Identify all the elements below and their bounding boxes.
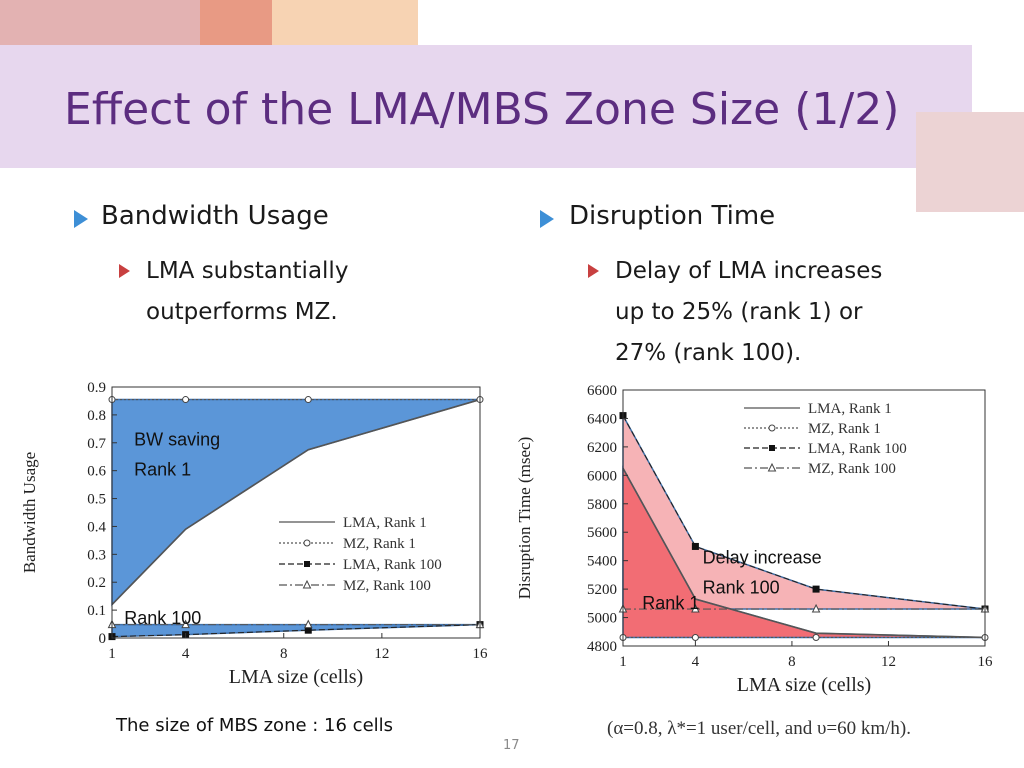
legend-label: MZ, Rank 1 bbox=[808, 421, 881, 437]
annotation-text-1: Rank 100 bbox=[703, 578, 780, 598]
data-point bbox=[691, 633, 699, 641]
y-tick-label: 0.6 bbox=[87, 464, 106, 480]
sub-bullet-marker-icon bbox=[119, 264, 130, 278]
bullet-label: Disruption Time bbox=[569, 201, 776, 231]
series-line-1 bbox=[622, 467, 986, 639]
data-point bbox=[304, 396, 312, 404]
data-point bbox=[181, 619, 190, 629]
annotation-text-1: Rank 1 bbox=[134, 460, 191, 480]
y-tick-label: 6400 bbox=[587, 411, 617, 427]
slide-number: 17 bbox=[503, 738, 520, 753]
data-point bbox=[182, 396, 190, 404]
disruption-time-chart: 1 4 8 12 16 4800 5000 5200 5400 5600 5800 6000 6200 6… bbox=[512, 375, 1017, 710]
annotation-text-1: Delay increase bbox=[703, 548, 822, 568]
legend-marker bbox=[767, 462, 777, 472]
y-tick-label: 4800 bbox=[587, 639, 617, 655]
y-tick-label: 0.2 bbox=[87, 575, 106, 591]
annotation-text-2: Rank 100 bbox=[124, 608, 201, 628]
mbs-zone-caption: The size of MBS zone : 16 cells bbox=[116, 715, 394, 736]
bandwidth-usage-chart-svg: 1 4 8 12 16 0 0.1 0.2 0.3 0.4 0.5 0.6 0.7 0.8 0.9 LMA s… bbox=[20, 380, 489, 688]
y-tick-label: 6000 bbox=[587, 468, 617, 484]
x-tick-label: 4 bbox=[182, 646, 190, 662]
bullet-label: Bandwidth Usage bbox=[101, 201, 329, 231]
series-line-3 bbox=[111, 624, 481, 638]
sub-bullet-line: 27% (rank 100). bbox=[615, 340, 802, 366]
y-tick-label: 0 bbox=[99, 631, 107, 647]
data-point bbox=[811, 603, 821, 613]
sub-bullet-line: Delay of LMA increases bbox=[615, 258, 883, 284]
legend-label: MZ, Rank 100 bbox=[808, 461, 896, 477]
legend-label: LMA, Rank 100 bbox=[808, 441, 907, 457]
y-tick-label: 0.7 bbox=[87, 436, 106, 452]
y-tick-label: 5600 bbox=[587, 525, 617, 541]
y-tick-label: 0.1 bbox=[87, 603, 106, 619]
y-tick-label: 6600 bbox=[587, 383, 617, 399]
decor-block-right bbox=[916, 112, 1024, 212]
legend-label: MZ, Rank 1 bbox=[343, 536, 416, 552]
data-point bbox=[691, 603, 700, 613]
x-tick-label: 8 bbox=[280, 646, 288, 662]
y-tick-label: 6200 bbox=[587, 440, 617, 456]
sub-bullet-line: outperforms MZ. bbox=[146, 299, 338, 325]
series-line-1 bbox=[111, 398, 481, 606]
legend-marker bbox=[303, 539, 311, 547]
annotation-text-2: Rank 1 bbox=[642, 593, 699, 613]
legend-marker bbox=[769, 445, 775, 451]
sub-bullet-marker-icon bbox=[588, 264, 599, 278]
data-point bbox=[812, 633, 820, 641]
bullet-marker-icon bbox=[74, 210, 88, 228]
legend-label: LMA, Rank 1 bbox=[343, 515, 427, 531]
y-axis-label: Bandwidth Usage bbox=[20, 452, 39, 573]
slide-title: Effect of the LMA/MBS Zone Size (1/2) bbox=[64, 84, 900, 135]
data-point bbox=[812, 585, 820, 593]
y-tick-label: 5000 bbox=[587, 611, 617, 627]
disruption-time-chart-svg: 1 4 8 12 16 4800 5000 5200 5400 5600 5800 6000 6200 6… bbox=[515, 383, 994, 696]
sub-bullet-line: LMA substantially bbox=[146, 258, 349, 284]
data-point bbox=[691, 542, 699, 550]
y-tick-label: 0.8 bbox=[87, 408, 106, 424]
x-tick-label: 8 bbox=[788, 654, 796, 670]
x-tick-label: 16 bbox=[473, 646, 489, 662]
x-tick-label: 1 bbox=[108, 646, 116, 662]
y-tick-label: 0.4 bbox=[87, 519, 106, 535]
sub-bullet-line: up to 25% (rank 1) or bbox=[615, 299, 863, 325]
y-tick-label: 5800 bbox=[587, 497, 617, 513]
x-tick-label: 1 bbox=[619, 654, 627, 670]
data-point bbox=[304, 626, 312, 634]
x-tick-label: 12 bbox=[374, 646, 389, 662]
legend-label: MZ, Rank 100 bbox=[343, 578, 431, 594]
sub-bullet-lma-outperforms: LMA substantially outperforms MZ. bbox=[119, 251, 348, 333]
series-line-3 bbox=[622, 415, 986, 610]
x-tick-label: 16 bbox=[978, 654, 994, 670]
y-tick-label: 5200 bbox=[587, 582, 617, 598]
y-axis-label: Disruption Time (msec) bbox=[515, 437, 534, 599]
legend-marker bbox=[768, 424, 776, 432]
plot-frame bbox=[111, 386, 481, 639]
x-tick-label: 12 bbox=[881, 654, 896, 670]
sub-bullet-delay-increase: Delay of LMA increases up to 25% (rank 1… bbox=[588, 251, 882, 374]
bullet-marker-icon bbox=[540, 210, 554, 228]
bandwidth-usage-chart: 1 4 8 12 16 0 0.1 0.2 0.3 0.4 0.5 0.6 0.7 0.8 0.9 LMA s… bbox=[15, 375, 507, 705]
x-axis-label: LMA size (cells) bbox=[229, 666, 363, 688]
bullet-disruption-time: Disruption Time bbox=[540, 201, 775, 231]
plot-frame bbox=[622, 389, 986, 647]
x-tick-label: 4 bbox=[692, 654, 700, 670]
bullet-bandwidth-usage: Bandwidth Usage bbox=[74, 201, 329, 231]
legend-marker bbox=[304, 561, 310, 567]
title-band bbox=[0, 45, 972, 168]
y-tick-label: 0.9 bbox=[87, 380, 106, 396]
y-tick-label: 0.3 bbox=[87, 547, 106, 563]
parameters-footnote: (α=0.8, λ*=1 user/cell, and υ=60 km/h). bbox=[607, 718, 911, 739]
annotation-text-1: BW saving bbox=[134, 430, 220, 450]
data-point bbox=[303, 619, 313, 629]
x-axis-label: LMA size (cells) bbox=[737, 674, 871, 696]
y-tick-label: 0.5 bbox=[87, 492, 106, 508]
legend-label: LMA, Rank 100 bbox=[343, 557, 442, 573]
y-tick-label: 5400 bbox=[587, 554, 617, 570]
legend-marker bbox=[302, 579, 312, 589]
legend-label: LMA, Rank 1 bbox=[808, 401, 892, 417]
